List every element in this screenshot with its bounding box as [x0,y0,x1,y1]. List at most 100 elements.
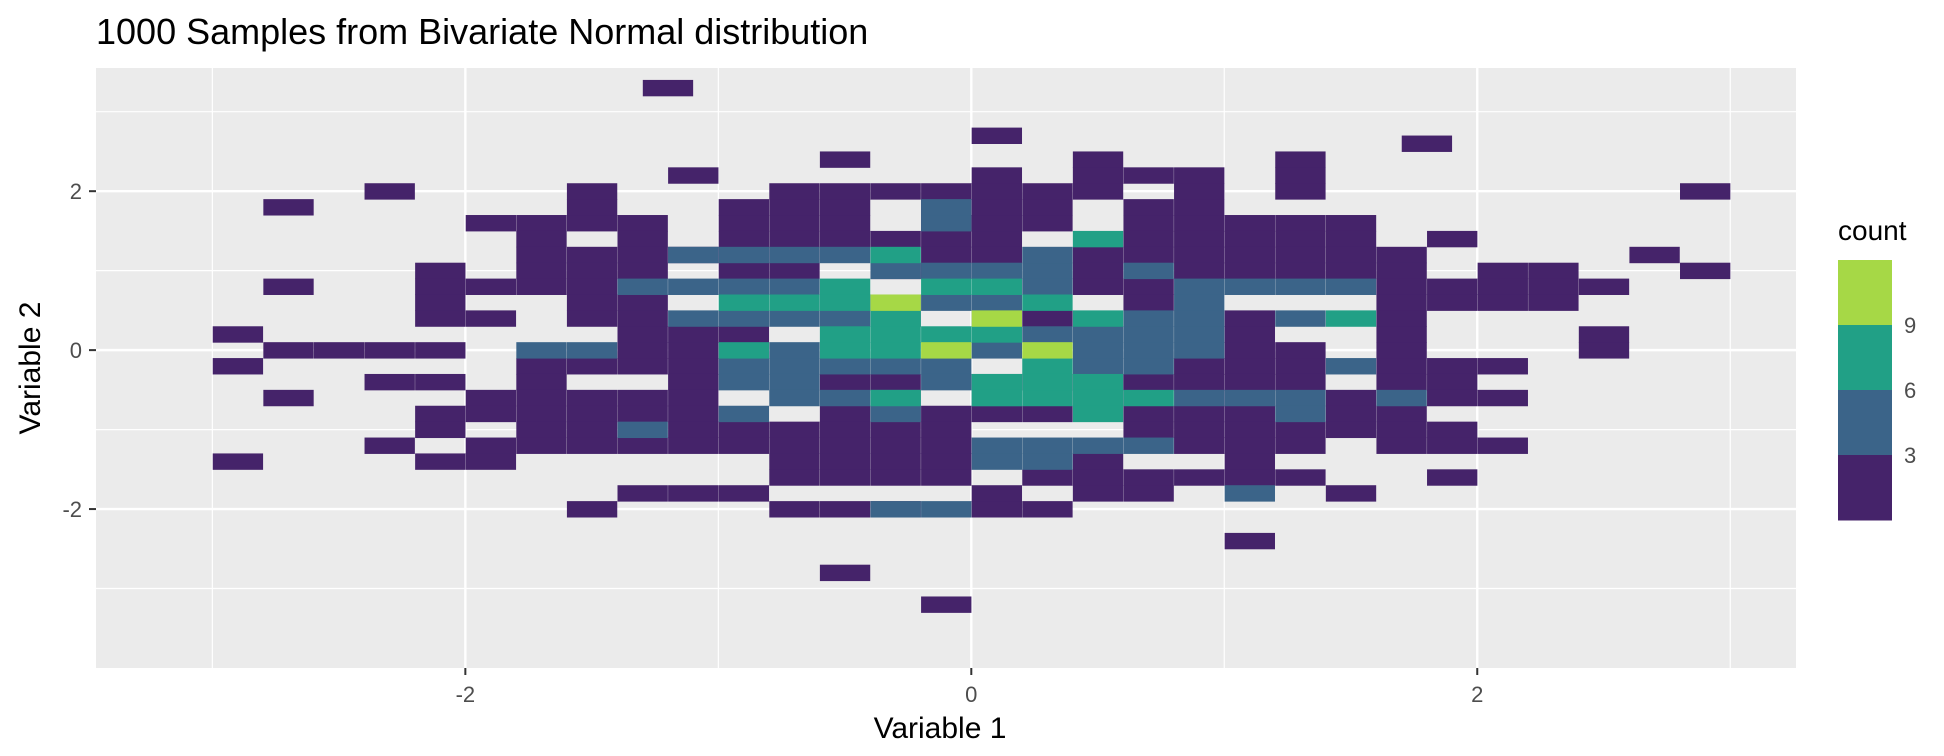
histogram-bin [1376,262,1427,280]
histogram-bin [921,230,972,248]
histogram-bin [1528,294,1579,311]
histogram-bin [1325,215,1377,232]
histogram-bin [1174,405,1225,423]
histogram-bin [1376,405,1427,423]
histogram-bin [1275,215,1326,232]
histogram-bin [1275,469,1326,486]
histogram-bin [1528,262,1579,280]
histogram-bin [1123,485,1174,502]
histogram-bin [516,230,567,248]
histogram-bin [617,389,668,407]
y-tick-label: 2 [70,179,82,204]
histogram-bin [1174,167,1225,184]
histogram-bin [668,389,719,407]
histogram-bin [718,199,770,216]
histogram-bin [921,294,972,311]
histogram-bin [1325,246,1377,264]
histogram-bin [1325,421,1377,439]
histogram-bin [1275,262,1326,280]
histogram-bin [617,215,668,232]
histogram-bin [617,326,668,343]
histogram-bin [1072,246,1124,264]
histogram-bin [870,294,921,311]
histogram-bin [465,405,517,423]
histogram-bin [870,373,921,391]
histogram-bin [1174,469,1225,486]
histogram-bin [617,230,668,248]
histogram-bin [1427,469,1478,486]
histogram-bin [921,469,972,486]
histogram-bin [1401,135,1453,152]
histogram-bin [1174,326,1225,343]
histogram-bin [870,262,921,280]
histogram-bin [1022,469,1073,486]
histogram-bin [668,485,719,502]
histogram-bin [1224,326,1275,343]
histogram-bin [415,294,466,311]
histogram-bin [971,485,1023,502]
legend-label: 9 [1904,313,1916,338]
histogram-bin [617,358,668,375]
histogram-bin [769,230,820,248]
histogram-bin [971,453,1023,470]
histogram-bin [1528,278,1579,295]
histogram-bin [1275,437,1326,454]
histogram-bin [668,405,719,423]
histogram-bin [1427,421,1478,439]
histogram-bin [1275,421,1326,439]
histogram-bin [1072,373,1124,391]
histogram-bin [516,437,567,454]
histogram-bin [1123,310,1174,327]
histogram-bin [819,199,871,216]
histogram-bin [364,183,415,200]
histogram-bin [769,294,820,311]
histogram-bin [364,342,415,359]
histogram-bin [921,437,972,454]
histogram-bin [465,278,517,295]
histogram-bin [566,215,618,232]
histogram-bin [1275,230,1326,248]
histogram-bin [819,437,871,454]
histogram-bin [668,167,719,184]
histogram-bin [1427,389,1478,407]
histogram-bin [668,421,719,439]
histogram-bin [921,358,972,375]
histogram-bin [921,421,972,439]
histogram-bin [1376,421,1427,439]
histogram-bin [870,326,921,343]
histogram-bin [1376,342,1427,359]
y-axis-title: Variable 2 [14,302,47,435]
histogram-bin [263,199,314,216]
histogram-bin [769,373,820,391]
histogram-bin [819,501,871,518]
histogram-bin [1072,485,1124,502]
histogram-bin [1123,294,1174,311]
histogram-bin [971,501,1023,518]
histogram-bin [1325,485,1377,502]
histogram-bin [1072,262,1124,280]
histogram-bin [718,485,770,502]
histogram-bin [1224,230,1275,248]
histogram-bin [718,437,770,454]
histogram-bin [1427,230,1478,248]
histogram-bin [566,310,618,327]
histogram-bin [819,564,871,582]
histogram-bin [971,262,1023,280]
histogram-bin [1325,389,1377,407]
histogram-bin [819,326,871,343]
histogram-bin [1022,389,1073,407]
y-tick-label: 0 [70,338,82,363]
histogram-bin [870,501,921,518]
histogram-bin [819,215,871,232]
histogram-bin [668,358,719,375]
legend-color-step [1838,260,1892,326]
histogram-bin [415,262,466,280]
histogram-bin [819,389,871,407]
histogram-bin [1224,485,1275,502]
histogram-bin [313,342,365,359]
histogram-bin [718,230,770,248]
histogram-bin [769,342,820,359]
histogram-bin [718,342,770,359]
histogram-bin [819,151,871,168]
histogram-bin [718,358,770,375]
